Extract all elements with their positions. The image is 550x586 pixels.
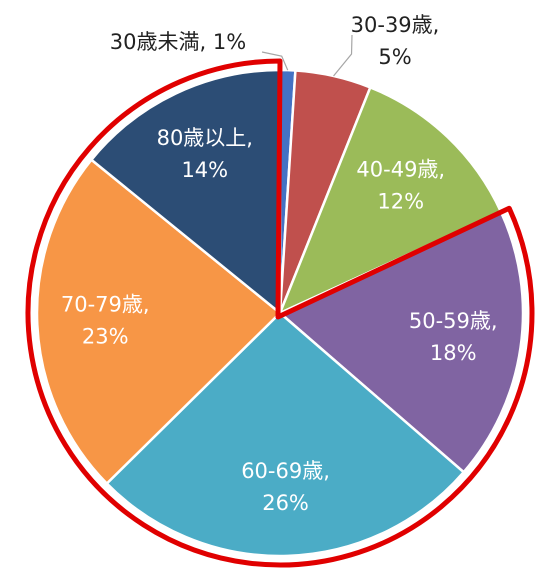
data-label-30-39-name: 30-39歳,	[351, 13, 440, 37]
data-label-70-79-name: 70-79歳,	[61, 292, 150, 316]
data-label-80-plus-name: 80歳以上,	[157, 126, 253, 150]
data-label-80-plus-value: 14%	[181, 158, 228, 182]
highlight-outline-path	[25, 58, 535, 568]
pie-slices	[35, 68, 525, 558]
data-label-60-69-value: 26%	[262, 491, 309, 515]
leader-line-30-under	[261, 51, 289, 71]
data-label-60-69-name: 60-69歳,	[241, 459, 330, 483]
slice-50-59	[277, 210, 525, 474]
data-label-30-39-value: 5%	[378, 45, 411, 69]
slice-80-plus	[89, 68, 282, 316]
data-label-40-49-name: 40-49歳,	[356, 157, 445, 181]
slice-60-69	[105, 311, 466, 558]
data-label-50-59-value: 18%	[430, 341, 477, 365]
highlight-outline	[25, 58, 535, 568]
data-label-50-59-name: 50-59歳,	[409, 309, 498, 333]
slice-70-79	[35, 158, 282, 486]
data-labels: 30歳未満, 1% 30-39歳, 5% 40-49歳, 12% 50-59歳, 18% 60…	[61, 13, 498, 515]
data-label-30-under-name: 30歳未満, 1%	[110, 30, 246, 54]
slice-40-49	[277, 85, 503, 316]
data-label-70-79-value: 23%	[82, 324, 129, 348]
data-label-40-49-value: 12%	[377, 189, 424, 213]
leader-line-30-39	[333, 34, 353, 77]
leader-lines	[261, 34, 353, 77]
